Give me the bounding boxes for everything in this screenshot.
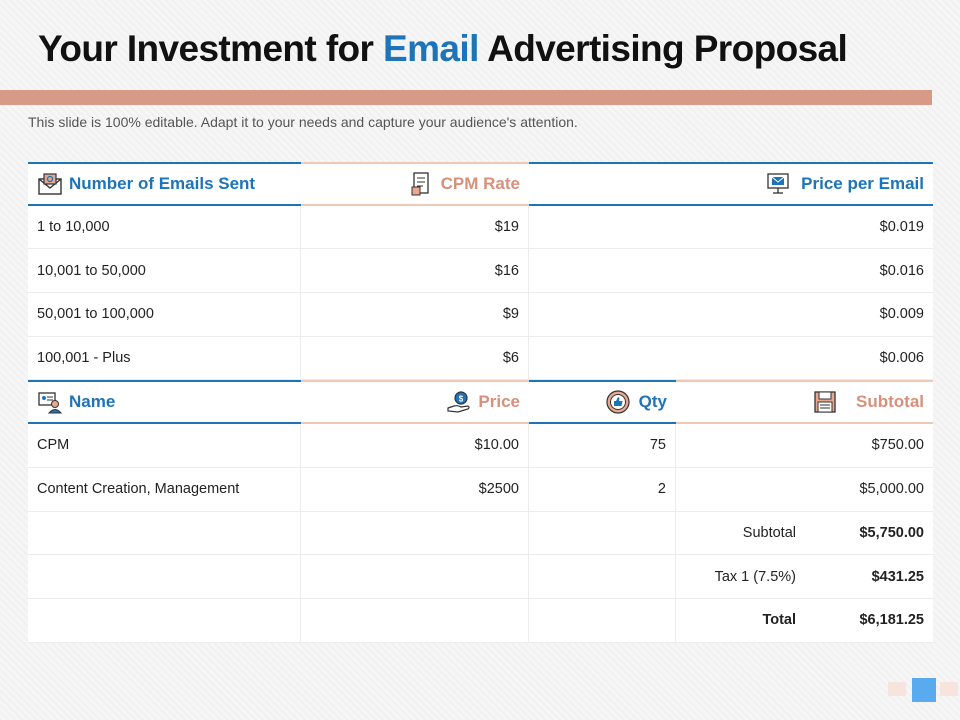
decorative-square — [940, 682, 958, 696]
empty-cell — [28, 555, 301, 599]
empty-cell — [301, 555, 529, 599]
totals-row: Tax 1 (7.5%) $431.25 — [28, 555, 933, 599]
total-value-cell: $6,181.25 — [805, 598, 933, 643]
price-per-email-cell: $0.009 — [529, 293, 933, 337]
title-part2: Advertising Proposal — [487, 28, 848, 69]
item-qty-cell: 75 — [529, 424, 676, 468]
id-card-icon — [37, 389, 63, 415]
document-icon — [409, 171, 435, 197]
slide-title: Your Investment for Email Advertising Pr… — [38, 28, 848, 70]
total-label-cell: Total — [676, 598, 805, 643]
title-part1: Your Investment for — [38, 28, 374, 69]
header-subtotal: Subtotal — [676, 380, 933, 425]
table-row: Content Creation, Management $2500 2 $5,… — [28, 467, 933, 512]
item-qty-cell: 2 — [529, 467, 676, 512]
table-row: 1 to 10,000 $19 $0.019 — [28, 205, 933, 250]
header-name: Name — [28, 380, 301, 425]
empty-cell — [28, 511, 301, 556]
pricing-table: Number of Emails Sent CPM Rate Price per… — [28, 162, 933, 643]
price-per-email-cell: $0.016 — [529, 249, 933, 294]
empty-cell — [529, 555, 676, 599]
cpm-rate-cell: $16 — [301, 249, 529, 294]
item-subtotal-cell: $5,000.00 — [676, 467, 933, 512]
header-name-label: Name — [69, 392, 116, 412]
header-cpm-label: CPM Rate — [440, 173, 520, 193]
totals-row: Subtotal $5,750.00 — [28, 511, 933, 556]
header-price-label: Price — [478, 392, 520, 412]
table-row: 100,001 - Plus $6 $0.006 — [28, 336, 933, 381]
email-range-cell: 10,001 to 50,000 — [28, 249, 301, 294]
header-qty: Qty — [529, 380, 676, 425]
header-price-per-email: Price per Email — [529, 162, 933, 206]
thumbs-up-badge-icon — [605, 389, 631, 415]
item-price-cell: $10.00 — [301, 424, 529, 468]
pricing-header-row: Number of Emails Sent CPM Rate Price per… — [28, 162, 933, 206]
title-underline-bar — [0, 90, 932, 105]
email-range-cell: 50,001 to 100,000 — [28, 293, 301, 337]
empty-cell — [529, 511, 676, 556]
table-row: CPM $10.00 75 $750.00 — [28, 424, 933, 468]
item-price-cell: $2500 — [301, 467, 529, 512]
floppy-disk-icon — [812, 389, 838, 415]
empty-cell — [529, 598, 676, 643]
empty-cell — [301, 598, 529, 643]
hand-coin-icon: $ — [446, 389, 472, 415]
header-emails-label: Number of Emails Sent — [69, 173, 256, 193]
email-icon — [37, 171, 63, 197]
header-ppe-label: Price per Email — [801, 173, 924, 193]
svg-text:$: $ — [459, 395, 464, 404]
total-label-cell: Subtotal — [676, 511, 805, 556]
decorative-square — [888, 682, 906, 696]
title-accent: Email — [383, 28, 479, 69]
monitor-email-icon — [765, 171, 791, 197]
header-qty-label: Qty — [638, 392, 667, 412]
item-subtotal-cell: $750.00 — [676, 424, 933, 468]
cpm-rate-cell: $19 — [301, 205, 529, 250]
cpm-rate-cell: $9 — [301, 293, 529, 337]
cpm-rate-cell: $6 — [301, 336, 529, 381]
email-range-cell: 1 to 10,000 — [28, 205, 301, 250]
price-per-email-cell: $0.006 — [529, 336, 933, 381]
totals-row: Total $6,181.25 — [28, 598, 933, 643]
email-range-cell: 100,001 - Plus — [28, 336, 301, 381]
slide-subtitle: This slide is 100% editable. Adapt it to… — [28, 114, 578, 130]
header-price: $ Price — [301, 380, 529, 425]
price-per-email-cell: $0.019 — [529, 205, 933, 250]
invoice-header-row: Name $ Price Qty Subtotal — [28, 380, 933, 425]
total-value-cell: $5,750.00 — [805, 511, 933, 556]
header-emails-sent: Number of Emails Sent — [28, 162, 301, 206]
empty-cell — [28, 598, 301, 643]
total-value-cell: $431.25 — [805, 555, 933, 599]
header-subtotal-label: Subtotal — [856, 392, 924, 412]
table-row: 50,001 to 100,000 $9 $0.009 — [28, 293, 933, 337]
item-name-cell: CPM — [28, 424, 301, 468]
item-name-cell: Content Creation, Management — [28, 467, 301, 512]
table-row: 10,001 to 50,000 $16 $0.016 — [28, 249, 933, 294]
empty-cell — [301, 511, 529, 556]
header-cpm-rate: CPM Rate — [301, 162, 529, 206]
total-label-cell: Tax 1 (7.5%) — [676, 555, 805, 599]
decorative-square — [912, 678, 936, 702]
